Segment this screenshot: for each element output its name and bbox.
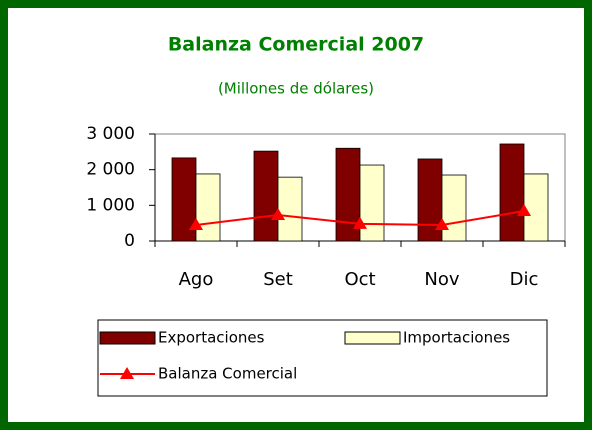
legend-label: Balanza Comercial xyxy=(158,365,297,383)
legend-swatch xyxy=(344,331,401,345)
y-tick-label: 0 xyxy=(124,231,135,251)
bar xyxy=(277,176,303,242)
x-tick-label: Set xyxy=(263,269,293,290)
line-marker xyxy=(353,216,367,229)
bar xyxy=(195,173,221,242)
bar xyxy=(523,173,549,242)
chart-title: Balanza Comercial 2007 xyxy=(168,34,424,56)
line-marker xyxy=(189,217,203,230)
y-tick-label: 3 000 xyxy=(86,124,135,144)
x-tick-label: Nov xyxy=(424,269,459,290)
legend-marker xyxy=(120,367,134,379)
legend-box xyxy=(97,319,548,397)
y-tick-label: 1 000 xyxy=(86,195,135,215)
legend-swatch xyxy=(99,331,156,345)
bar xyxy=(359,164,385,242)
y-tick-label: 2 000 xyxy=(86,160,135,180)
x-tick-label: Dic xyxy=(510,269,539,290)
legend-label: Importaciones xyxy=(403,329,510,347)
x-tick-label: Ago xyxy=(179,269,214,290)
bar xyxy=(335,147,361,242)
line-marker xyxy=(517,204,531,217)
x-tick-label: Oct xyxy=(344,269,375,290)
bar xyxy=(499,143,525,242)
line-marker xyxy=(271,207,285,220)
chart-subtitle: (Millones de dólares) xyxy=(218,80,374,98)
legend-label: Exportaciones xyxy=(158,329,265,347)
bar xyxy=(441,174,467,242)
line-marker xyxy=(435,217,449,230)
bar xyxy=(253,150,279,242)
